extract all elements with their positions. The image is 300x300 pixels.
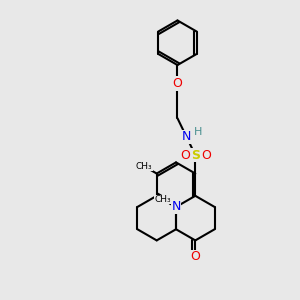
Text: O: O	[180, 148, 190, 162]
Text: O: O	[190, 250, 200, 263]
Text: CH₃: CH₃	[155, 195, 171, 204]
Text: O: O	[201, 148, 211, 162]
Text: H: H	[194, 127, 202, 137]
Text: O: O	[172, 77, 182, 90]
Text: S: S	[191, 148, 200, 162]
Text: N: N	[182, 130, 191, 143]
Text: CH₃: CH₃	[136, 162, 152, 171]
Text: N: N	[171, 200, 181, 214]
